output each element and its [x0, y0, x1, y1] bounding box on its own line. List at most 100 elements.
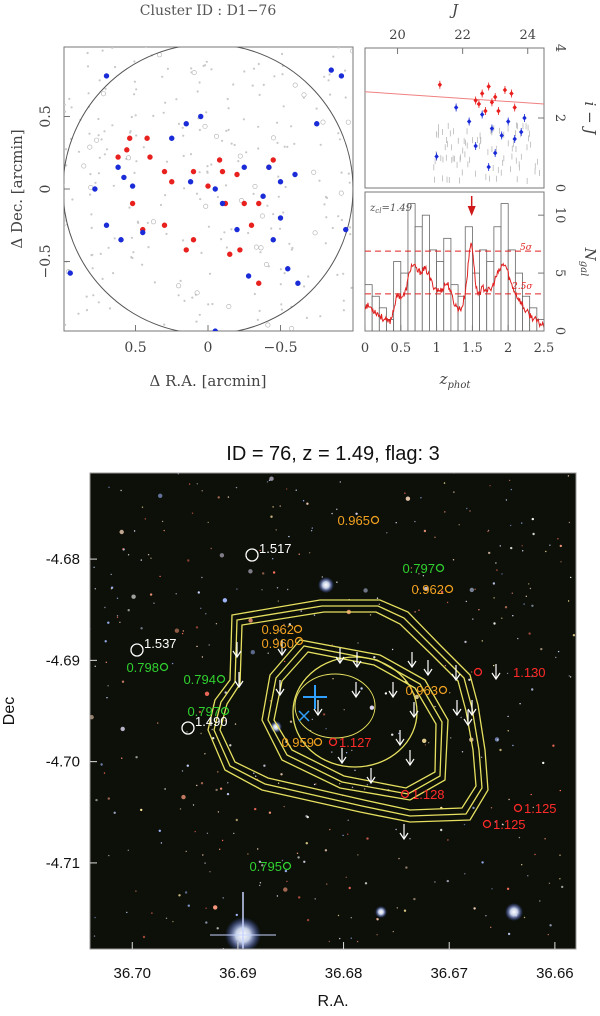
- sky-background-source: [129, 131, 132, 134]
- sky-background-source: [327, 79, 330, 82]
- field-star: [465, 600, 467, 603]
- sky-background-source: [114, 65, 117, 69]
- cmd-y-tick-label: 4: [552, 44, 567, 52]
- hist-x-ticks: 0 0.5 1 1.5 2 2.5: [361, 325, 554, 356]
- field-star: [104, 606, 106, 609]
- field-star: [423, 586, 429, 592]
- sky-background-source: [345, 119, 351, 125]
- field-star: [310, 530, 313, 532]
- field-star: [444, 511, 446, 513]
- field-star: [458, 524, 460, 526]
- sky-background-source: [319, 143, 322, 146]
- field-star: [495, 562, 497, 564]
- sky-background-source: [182, 134, 185, 137]
- sky-background-source: [146, 221, 149, 224]
- field-star: [357, 642, 359, 644]
- sky-red-point: [237, 247, 243, 253]
- sky-background-source: [159, 203, 163, 207]
- sky-background-source: [243, 70, 246, 73]
- sky-background-source: [64, 323, 67, 326]
- field-star: [272, 558, 274, 560]
- sky-background-source: [126, 155, 132, 161]
- contour-outer: [219, 611, 477, 811]
- field-star: [539, 900, 541, 902]
- sky-background-source: [225, 129, 228, 132]
- sky-background-source: [270, 135, 276, 141]
- field-star: [418, 609, 420, 611]
- field-star: [489, 485, 491, 487]
- sky-background-source: [348, 181, 351, 184]
- field-star: [369, 614, 372, 616]
- field-star: [504, 606, 508, 609]
- label-z-orange-marker: [293, 624, 303, 634]
- field-star: [494, 737, 500, 742]
- sky-background-source: [97, 117, 100, 121]
- sky-blue-point: [241, 164, 247, 170]
- field-star: [229, 744, 232, 747]
- sky-background-source: [267, 265, 270, 268]
- field-star: [405, 866, 408, 869]
- field-star: [161, 520, 164, 523]
- field-star: [211, 728, 213, 731]
- sky-background-source: [221, 139, 224, 142]
- image-y-tick-label: -4.70: [46, 754, 80, 771]
- field-star: [298, 553, 300, 555]
- sky-background-source: [337, 132, 340, 135]
- field-star: [151, 912, 153, 914]
- field-star: [409, 838, 411, 840]
- field-star: [391, 648, 394, 651]
- field-star: [93, 566, 95, 568]
- image-x-tick-label: 36.69: [219, 965, 257, 982]
- field-star: [568, 521, 571, 524]
- sky-background-source: [311, 169, 317, 175]
- field-star: [235, 486, 238, 489]
- field-star: [461, 751, 464, 753]
- sky-background-source: [165, 160, 169, 163]
- sky-background-source: [195, 320, 198, 323]
- sky-background-source: [141, 263, 144, 266]
- field-star: [464, 873, 466, 875]
- sky-background-source: [100, 138, 103, 141]
- sky-background-source: [64, 110, 67, 113]
- sky-background-source: [210, 68, 213, 71]
- sky-background-source: [323, 75, 326, 78]
- sky-background-source: [252, 184, 258, 190]
- sky-x-tick-label: 0.5: [124, 340, 146, 356]
- sky-background-source: [343, 69, 347, 72]
- sky-red-point: [127, 135, 133, 141]
- sky-background-source: [196, 90, 199, 93]
- field-star: [208, 644, 210, 646]
- field-star: [305, 842, 308, 845]
- field-star: [531, 688, 534, 691]
- field-star: [384, 692, 388, 695]
- sky-background-source: [283, 145, 286, 148]
- sky-background-source: [164, 101, 167, 104]
- field-star: [339, 481, 341, 483]
- sky-background-source: [226, 303, 232, 309]
- sky-blue-point: [82, 41, 87, 46]
- field-star: [555, 656, 557, 659]
- field-star: [452, 559, 455, 561]
- image-y-ticks: -4.68 -4.69 -4.70 -4.71: [46, 551, 97, 872]
- field-star: [275, 638, 278, 640]
- sky-red-point: [115, 154, 121, 160]
- sky-background-source: [98, 156, 101, 159]
- sky-background-source: [202, 123, 208, 129]
- field-star: [248, 569, 253, 574]
- field-star: [492, 582, 496, 585]
- sky-background-source: [97, 172, 100, 175]
- field-star: [142, 935, 146, 939]
- field-star: [376, 934, 378, 936]
- sky-background-source: [251, 84, 254, 87]
- label-z-orange: 0.962: [411, 582, 444, 597]
- field-star: [302, 500, 305, 502]
- field-star: [167, 642, 169, 644]
- field-star: [531, 517, 534, 521]
- sky-background-source: [165, 232, 168, 235]
- field-star: [322, 713, 326, 716]
- label-z-green-marker: [282, 861, 292, 871]
- sky-background-source: [86, 65, 90, 68]
- field-star: [418, 573, 420, 575]
- field-star: [386, 532, 388, 534]
- field-star: [398, 857, 400, 860]
